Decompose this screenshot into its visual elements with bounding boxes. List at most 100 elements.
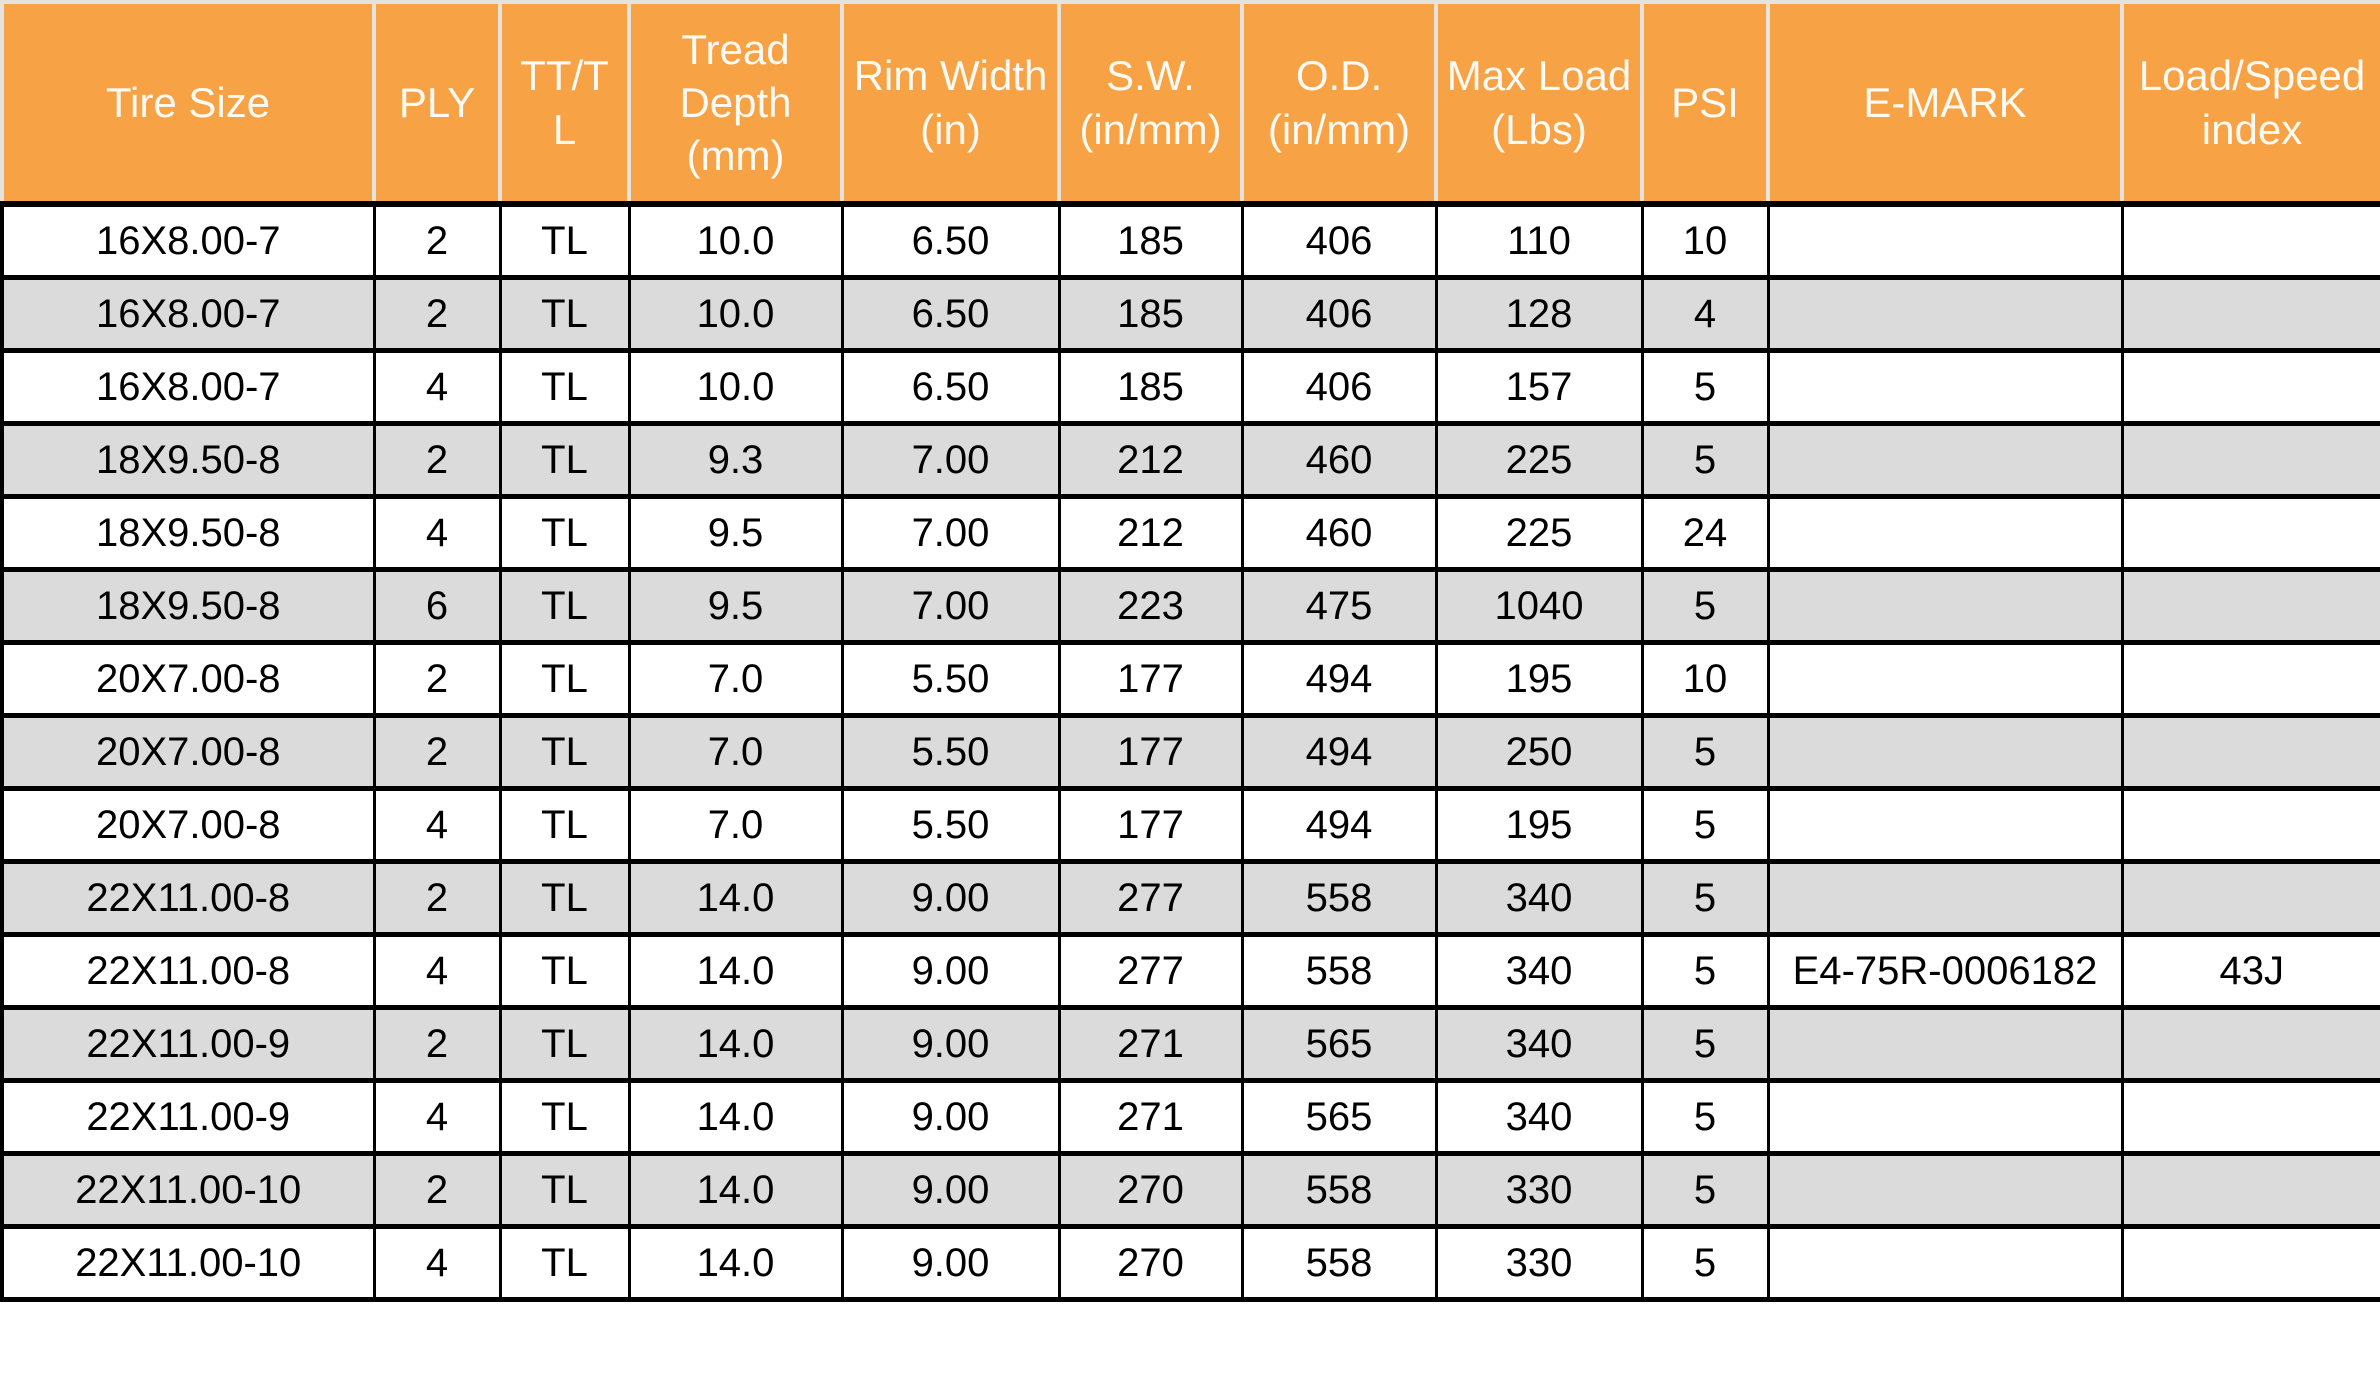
cell-ply: 4	[372, 932, 502, 1010]
cell-tread-depth: 10.0	[627, 275, 844, 353]
column-header-e-mark: E-MARK	[1766, 0, 2124, 207]
cell-ply: 2	[372, 713, 502, 791]
cell-e-mark	[1766, 1151, 2124, 1229]
cell-load-speed	[2120, 859, 2380, 937]
cell-od: 406	[1240, 201, 1438, 280]
cell-ply: 2	[372, 421, 502, 499]
cell-load-speed	[2120, 1151, 2380, 1229]
cell-tread-depth: 14.0	[627, 859, 844, 937]
column-header-rim-width: Rim Width (in)	[840, 0, 1061, 207]
column-header-tire-size: Tire Size	[0, 0, 376, 207]
cell-sw: 271	[1057, 1005, 1244, 1083]
cell-load-speed	[2120, 1224, 2380, 1302]
cell-rim-width: 6.50	[840, 348, 1061, 426]
cell-tread-depth: 14.0	[627, 1005, 844, 1083]
cell-rim-width: 6.50	[840, 201, 1061, 280]
cell-rim-width: 7.00	[840, 421, 1061, 499]
cell-tire-size: 22X11.00-9	[0, 1005, 376, 1083]
cell-tread-depth: 9.5	[627, 494, 844, 572]
cell-od: 558	[1240, 859, 1438, 937]
cell-max-load: 225	[1434, 494, 1644, 572]
cell-tread-depth: 14.0	[627, 1151, 844, 1229]
table-row: 22X11.00-8 2 TL 14.0 9.00 277 558 340 5	[0, 859, 2380, 937]
cell-tt-tl: TL	[498, 348, 631, 426]
cell-e-mark: E4-75R-0006182	[1766, 932, 2124, 1010]
cell-rim-width: 7.00	[840, 494, 1061, 572]
cell-tread-depth: 14.0	[627, 1078, 844, 1156]
cell-e-mark	[1766, 201, 2124, 280]
cell-od: 406	[1240, 348, 1438, 426]
column-header-ply: PLY	[372, 0, 502, 207]
cell-tread-depth: 14.0	[627, 1224, 844, 1302]
cell-rim-width: 9.00	[840, 1005, 1061, 1083]
cell-e-mark	[1766, 859, 2124, 937]
tire-spec-table: Tire Size PLY TT/TL Tread Depth (mm) Rim Wid…	[0, 0, 2380, 1302]
cell-e-mark	[1766, 1078, 2124, 1156]
cell-tread-depth: 10.0	[627, 201, 844, 280]
cell-load-speed	[2120, 1078, 2380, 1156]
cell-od: 558	[1240, 932, 1438, 1010]
cell-od: 558	[1240, 1224, 1438, 1302]
column-header-max-load: Max Load (Lbs)	[1434, 0, 1644, 207]
cell-load-speed	[2120, 1005, 2380, 1083]
cell-psi: 5	[1640, 859, 1770, 937]
table-row: 20X7.00-8 4 TL 7.0 5.50 177 494 195 5	[0, 786, 2380, 864]
cell-rim-width: 9.00	[840, 932, 1061, 1010]
cell-psi: 5	[1640, 786, 1770, 864]
column-header-tt-tl: TT/TL	[498, 0, 631, 207]
cell-tt-tl: TL	[498, 567, 631, 645]
cell-e-mark	[1766, 1224, 2124, 1302]
cell-max-load: 225	[1434, 421, 1644, 499]
cell-od: 558	[1240, 1151, 1438, 1229]
table-row: 22X11.00-9 2 TL 14.0 9.00 271 565 340 5	[0, 1005, 2380, 1083]
cell-e-mark	[1766, 494, 2124, 572]
table-row: 16X8.00-7 4 TL 10.0 6.50 185 406 157 5	[0, 348, 2380, 426]
cell-tread-depth: 7.0	[627, 713, 844, 791]
cell-ply: 2	[372, 275, 502, 353]
cell-e-mark	[1766, 713, 2124, 791]
cell-max-load: 340	[1434, 1078, 1644, 1156]
cell-sw: 212	[1057, 421, 1244, 499]
cell-load-speed	[2120, 494, 2380, 572]
table-row: 22X11.00-10 4 TL 14.0 9.00 270 558 330 5	[0, 1224, 2380, 1302]
cell-sw: 185	[1057, 348, 1244, 426]
column-header-tread-depth: Tread Depth (mm)	[627, 0, 844, 207]
cell-psi: 5	[1640, 421, 1770, 499]
cell-rim-width: 5.50	[840, 713, 1061, 791]
cell-ply: 4	[372, 494, 502, 572]
cell-tread-depth: 9.3	[627, 421, 844, 499]
cell-sw: 212	[1057, 494, 1244, 572]
cell-psi: 5	[1640, 932, 1770, 1010]
cell-tt-tl: TL	[498, 932, 631, 1010]
cell-psi: 10	[1640, 201, 1770, 280]
cell-sw: 277	[1057, 932, 1244, 1010]
table-row: 18X9.50-8 4 TL 9.5 7.00 212 460 225 24	[0, 494, 2380, 572]
cell-ply: 4	[372, 786, 502, 864]
cell-ply: 2	[372, 1151, 502, 1229]
cell-rim-width: 6.50	[840, 275, 1061, 353]
cell-sw: 270	[1057, 1224, 1244, 1302]
cell-sw: 185	[1057, 201, 1244, 280]
cell-psi: 5	[1640, 1151, 1770, 1229]
cell-load-speed	[2120, 348, 2380, 426]
cell-psi: 5	[1640, 567, 1770, 645]
cell-tire-size: 18X9.50-8	[0, 421, 376, 499]
cell-load-speed	[2120, 713, 2380, 791]
cell-tt-tl: TL	[498, 1005, 631, 1083]
cell-load-speed	[2120, 275, 2380, 353]
cell-sw: 270	[1057, 1151, 1244, 1229]
column-header-sw: S.W. (in/mm)	[1057, 0, 1244, 207]
cell-ply: 2	[372, 201, 502, 280]
cell-max-load: 340	[1434, 859, 1644, 937]
cell-max-load: 330	[1434, 1151, 1644, 1229]
cell-tt-tl: TL	[498, 494, 631, 572]
cell-psi: 4	[1640, 275, 1770, 353]
cell-tire-size: 22X11.00-8	[0, 859, 376, 937]
cell-sw: 277	[1057, 859, 1244, 937]
cell-ply: 2	[372, 859, 502, 937]
cell-od: 565	[1240, 1078, 1438, 1156]
cell-rim-width: 5.50	[840, 640, 1061, 718]
cell-tire-size: 18X9.50-8	[0, 494, 376, 572]
cell-tire-size: 22X11.00-10	[0, 1151, 376, 1229]
cell-tt-tl: TL	[498, 1078, 631, 1156]
